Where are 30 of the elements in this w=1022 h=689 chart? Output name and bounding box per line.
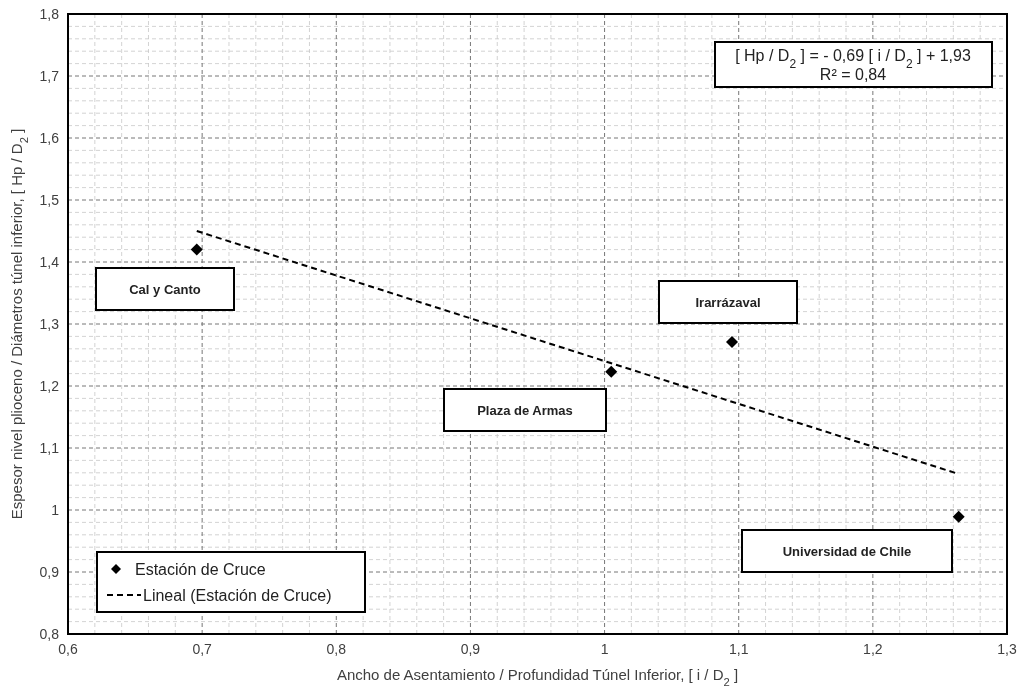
y-tick-label: 1,4 [39, 254, 60, 270]
x-tick-label: 1,3 [997, 641, 1017, 657]
annotation: Plaza de Armas [477, 403, 573, 418]
annotation: Irarrázaval [695, 295, 761, 310]
y-tick-label: 1,7 [39, 68, 60, 84]
y-tick-label: 1,5 [39, 192, 60, 208]
x-tick-label: 0,8 [326, 641, 347, 657]
annotation: Cal y Canto [129, 282, 201, 297]
annotation: Universidad de Chile [782, 544, 912, 559]
y-tick-label: 1,8 [39, 6, 60, 22]
legend-label: Estación de Cruce [135, 561, 266, 578]
legend-label: Lineal (Estación de Cruce) [143, 587, 332, 604]
point [190, 243, 203, 256]
y-tick-label: 1,2 [39, 378, 60, 394]
x-tick-label: 0,6 [58, 641, 78, 657]
x-tick-label: 1,1 [728, 641, 749, 657]
point [726, 335, 739, 348]
y-tick-label: 0,9 [39, 564, 60, 580]
y-tick-label: 0,8 [39, 626, 60, 642]
point [605, 365, 618, 378]
x-tick-label: 1 [600, 641, 609, 657]
point [952, 510, 965, 523]
y-tick-label: 1,3 [39, 316, 60, 332]
y-tick-label: 1 [51, 502, 60, 518]
y-tick-label: 1,6 [39, 130, 60, 146]
x-tick-label: 1,2 [863, 641, 883, 657]
x-tick-label: 0,7 [192, 641, 213, 657]
x-tick-label: 0,9 [460, 641, 481, 657]
y-tick-label: 1,1 [39, 440, 60, 456]
x-axis-title: Ancho de Asentamiento / Profundidad Túnel Inferior, [ i / D$_{2}$ ] [336, 666, 739, 688]
